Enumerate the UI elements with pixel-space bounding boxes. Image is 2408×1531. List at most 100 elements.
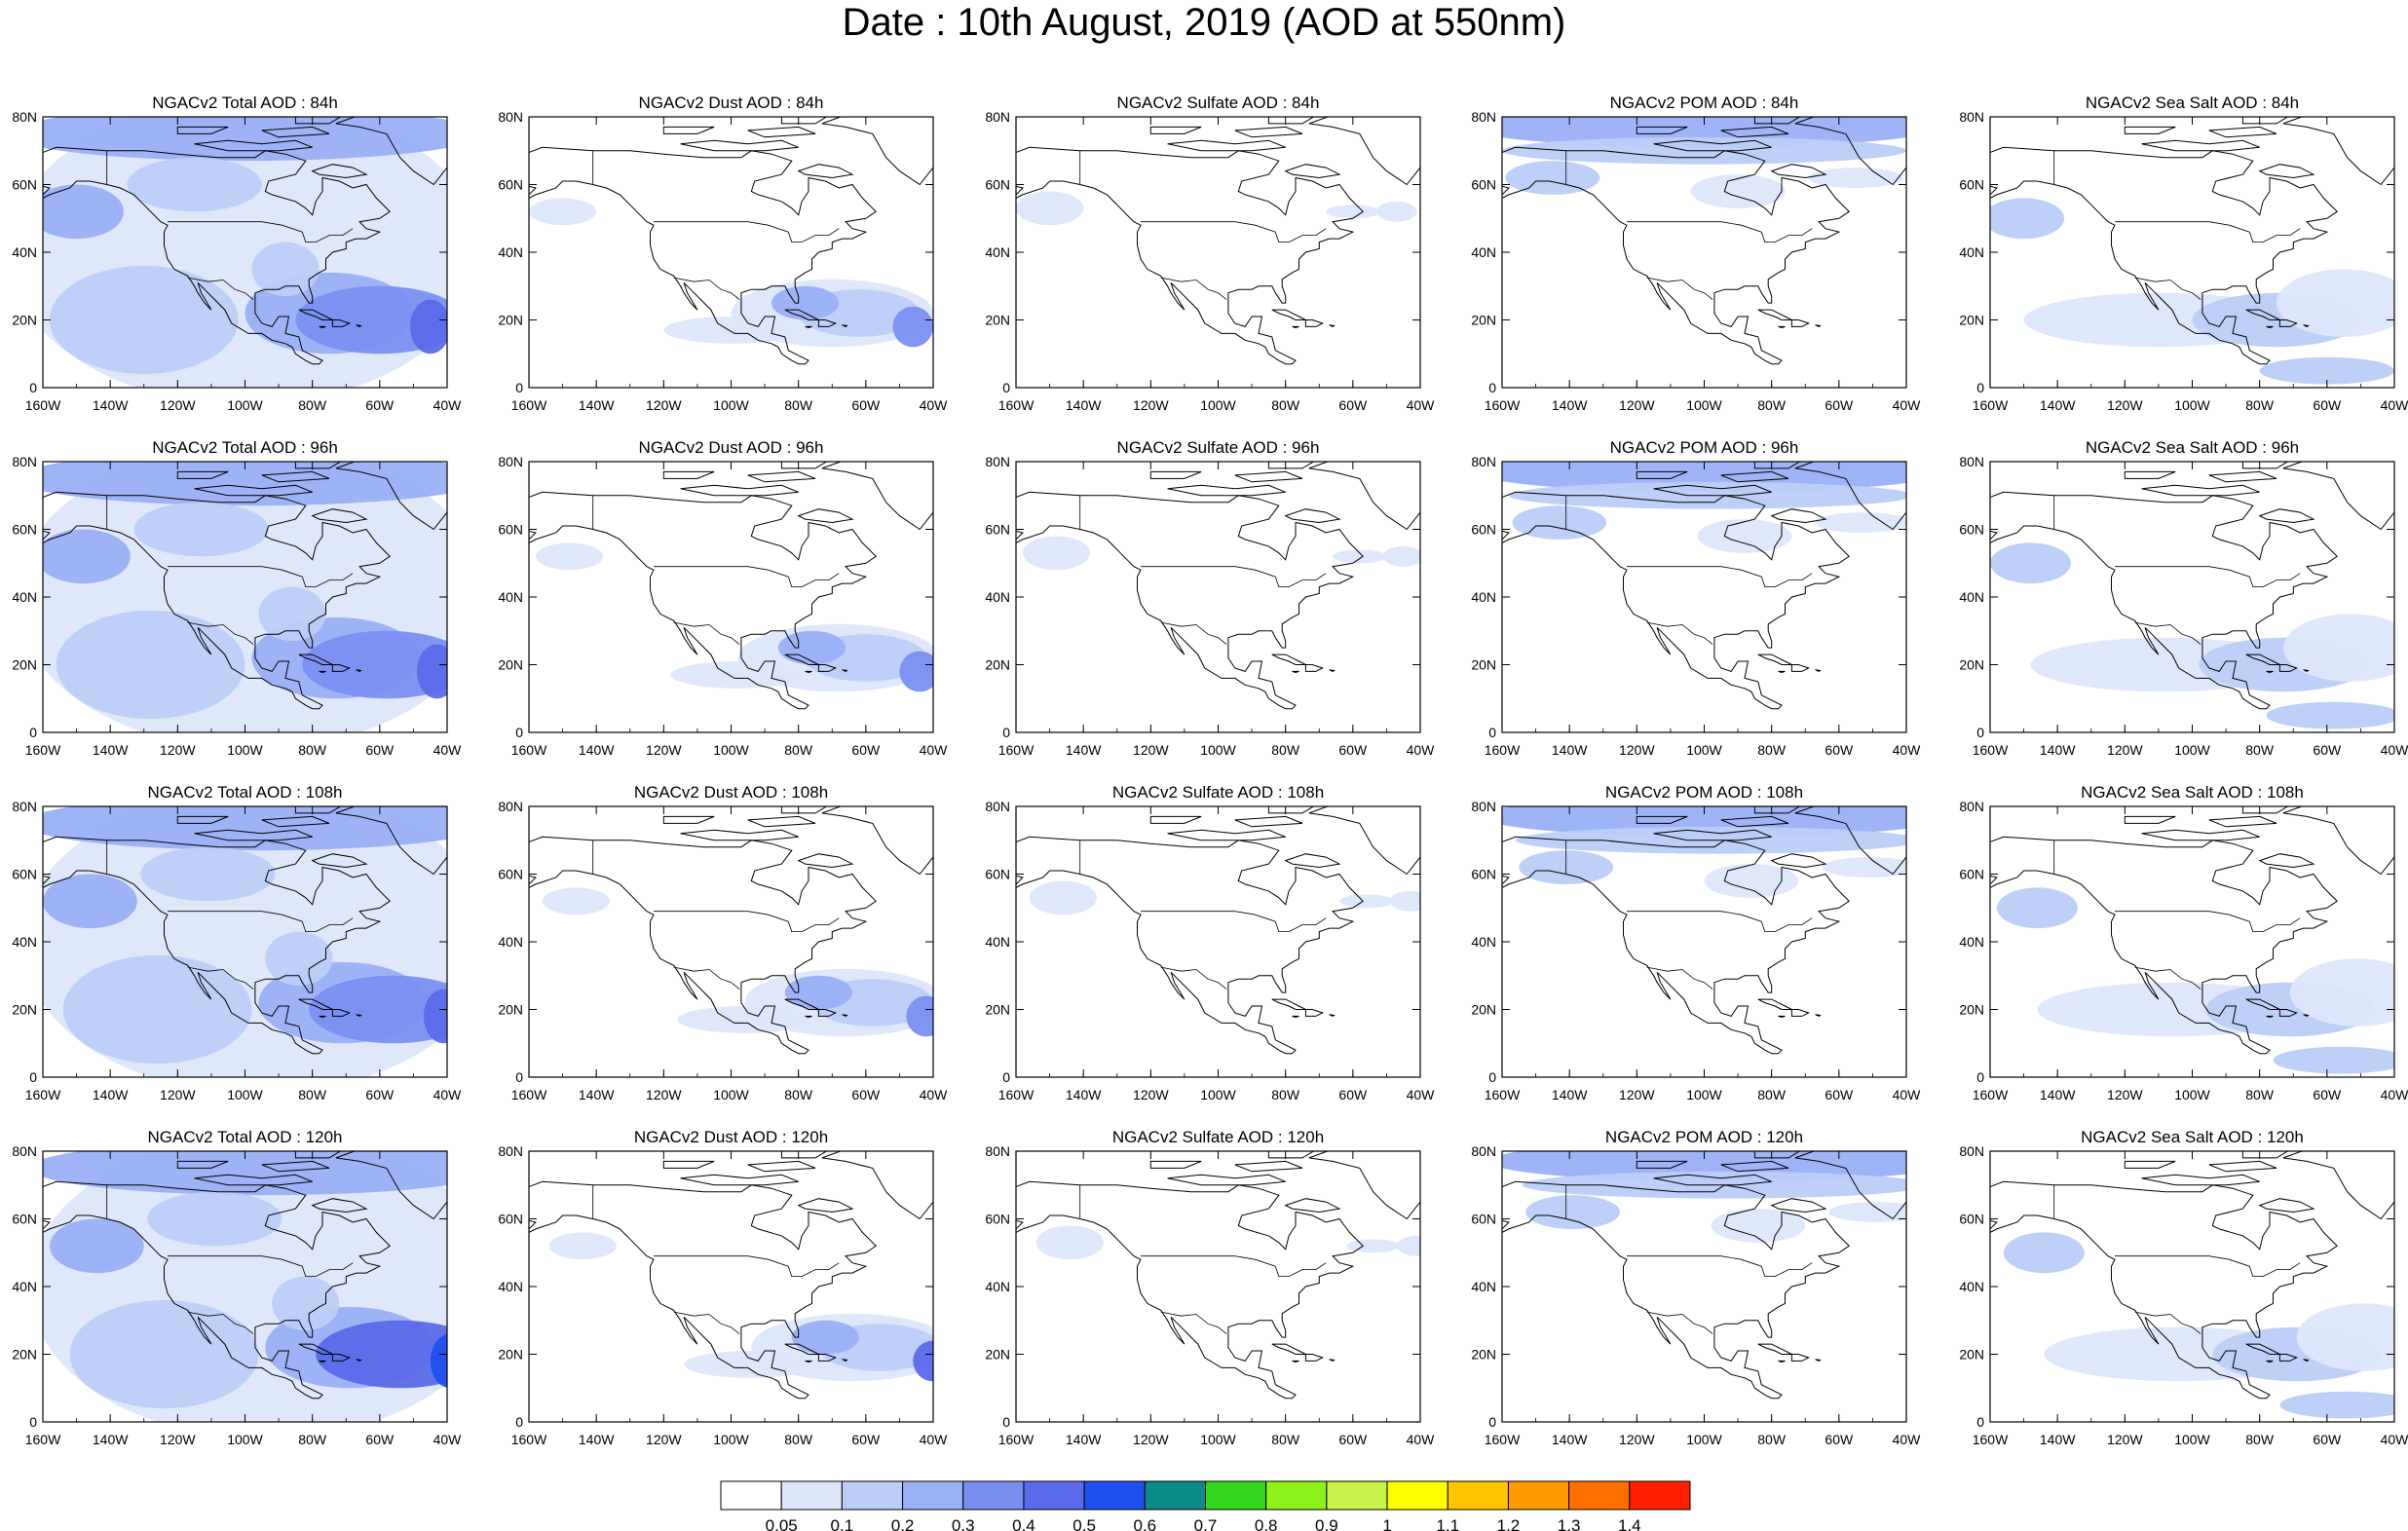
lon-tick-label: 120W xyxy=(2107,742,2143,758)
lon-tick-label: 100W xyxy=(713,1432,749,1447)
aod-contour xyxy=(663,317,799,344)
lon-tick-label: 80W xyxy=(1271,1087,1300,1102)
coastline xyxy=(842,1359,848,1362)
aod-contour xyxy=(43,874,137,929)
coastline xyxy=(261,815,330,828)
lon-tick-label: 80W xyxy=(784,1087,813,1102)
lon-tick-label: 140W xyxy=(2040,1087,2076,1102)
coastline xyxy=(43,146,391,365)
coastline xyxy=(1502,491,1850,710)
coastline xyxy=(261,1160,330,1173)
lon-tick-label: 140W xyxy=(579,397,615,413)
coastline xyxy=(1753,462,1801,469)
lon-tick-label: 140W xyxy=(1066,397,1102,413)
coastline xyxy=(1753,117,1801,125)
coastline xyxy=(2303,1359,2310,1362)
coastline xyxy=(194,139,313,152)
lon-tick-label: 160W xyxy=(511,1087,547,1102)
map-panel: NGACv2 POM AOD : 120h 160W 140W 120W 100W 80W… xyxy=(1471,1128,1921,1447)
country-border xyxy=(1160,621,1227,645)
lat-tick-label: 80N xyxy=(985,1143,1010,1159)
coastline xyxy=(2303,669,2310,672)
lat-tick-label: 80N xyxy=(498,799,523,814)
aod-contour xyxy=(43,117,447,162)
coastline xyxy=(1308,117,1420,186)
country-border xyxy=(654,911,840,932)
lon-tick-label: 40W xyxy=(920,1087,949,1102)
coastline xyxy=(2266,670,2274,674)
lon-tick-label: 140W xyxy=(93,742,129,758)
coastline xyxy=(680,139,799,152)
lon-tick-label: 40W xyxy=(433,1432,463,1447)
aod-contour xyxy=(49,1218,144,1274)
coastline xyxy=(2241,806,2289,814)
aod-contour xyxy=(309,975,447,1044)
lat-tick-label: 20N xyxy=(498,1347,523,1363)
lat-tick-label: 80N xyxy=(1471,454,1496,469)
coastlines xyxy=(1016,1151,1420,1400)
colorbar-label: 0.5 xyxy=(1072,1516,1096,1531)
lon-tick-label: 60W xyxy=(2313,742,2342,758)
aod-contour xyxy=(43,1151,447,1196)
coastline xyxy=(821,806,933,876)
lon-tick-label: 140W xyxy=(1552,1432,1588,1447)
coastline xyxy=(43,1180,391,1400)
colorbar-label: 0.2 xyxy=(891,1516,915,1531)
panel-title: NGACv2 Dust AOD : 96h xyxy=(639,438,824,457)
lon-tick-label: 140W xyxy=(1552,742,1588,758)
coastline xyxy=(2258,1198,2315,1214)
aod-contour xyxy=(62,954,252,1064)
lon-tick-label: 60W xyxy=(851,1087,881,1102)
lon-tick-label: 60W xyxy=(2313,1432,2342,1447)
aod-contour xyxy=(548,1232,617,1260)
country-border xyxy=(654,1255,840,1277)
aod-contour xyxy=(43,806,447,851)
coastline xyxy=(1329,1014,1336,1017)
coastline xyxy=(747,126,816,138)
aod-contour xyxy=(2003,1232,2085,1274)
lon-tick-label: 160W xyxy=(25,397,61,413)
lon-tick-label: 120W xyxy=(1619,1432,1655,1447)
aod-contour xyxy=(2259,356,2394,385)
lat-tick-label: 80N xyxy=(1959,1143,1984,1159)
lat-tick-label: 40N xyxy=(1959,244,1984,260)
coastline xyxy=(1790,1354,1811,1362)
lat-tick-label: 20N xyxy=(985,313,1010,328)
coastline xyxy=(1271,309,1306,320)
coastlines xyxy=(1990,806,2394,1055)
aod-contour xyxy=(1815,512,1906,533)
country-border xyxy=(2115,1255,2301,1277)
coastline xyxy=(1234,470,1303,483)
map-panel: NGACv2 POM AOD : 84h 160W 140W 120W 100W 80W 6… xyxy=(1471,93,1922,413)
colorbar-swatch xyxy=(1629,1480,1691,1511)
lon-tick-label: 40W xyxy=(1893,397,1922,413)
lon-tick-label: 120W xyxy=(2107,1432,2143,1447)
coastline xyxy=(1292,1015,1299,1019)
lon-tick-label: 120W xyxy=(160,1432,196,1447)
coastline xyxy=(1329,669,1336,672)
country-border xyxy=(673,1311,740,1334)
coastline xyxy=(797,164,854,179)
aod-contour xyxy=(684,1351,819,1378)
coastline xyxy=(1720,470,1789,483)
country-border xyxy=(1627,1255,1813,1277)
coastline xyxy=(1990,146,2338,365)
lat-tick-label: 20N xyxy=(12,313,37,328)
coastline xyxy=(1149,470,1202,479)
colorbar-swatch xyxy=(1144,1480,1206,1511)
coastline xyxy=(797,853,854,869)
coastline xyxy=(2245,998,2280,1010)
lon-tick-label: 140W xyxy=(579,1432,615,1447)
panel-title: NGACv2 Total AOD : 84h xyxy=(152,93,338,112)
coastline xyxy=(680,829,799,841)
lat-tick-label: 20N xyxy=(1471,313,1496,328)
coastline xyxy=(805,325,812,329)
lat-tick-label: 60N xyxy=(12,1212,37,1227)
aod-contour xyxy=(2273,1046,2394,1074)
lon-tick-label: 80W xyxy=(1757,1432,1787,1447)
coastline xyxy=(1794,462,1906,531)
coastline xyxy=(1990,836,2338,1055)
coastline xyxy=(1653,139,1772,152)
coastlines xyxy=(43,462,447,710)
coastline xyxy=(797,508,854,524)
